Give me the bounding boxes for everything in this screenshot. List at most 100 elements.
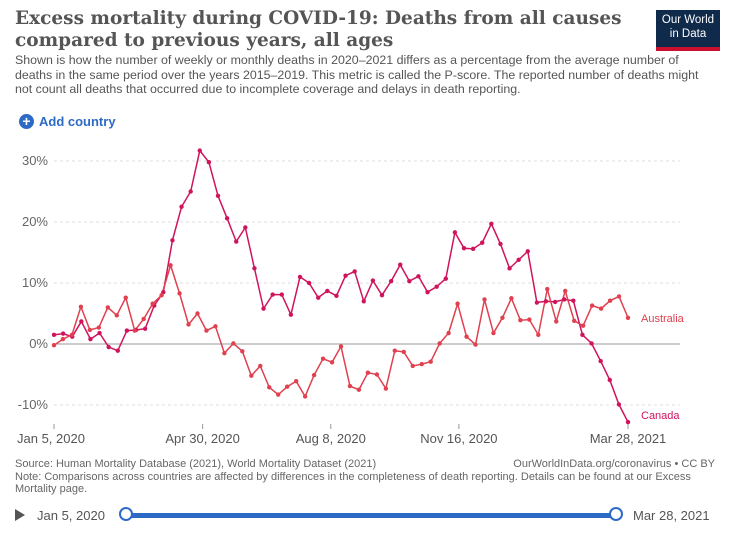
data-point-canada [461,246,467,251]
data-point-australia [284,384,290,389]
data-point-canada [598,358,603,364]
data-point-australia [437,341,442,346]
x-tick-label: Apr 30, 2020 [165,431,239,446]
logo-line-2: in Data [669,28,707,40]
x-tick-label: Jan 5, 2020 [17,431,85,446]
data-point-australia [482,297,487,302]
x-tick-label: Aug 8, 2020 [296,431,366,446]
data-point-australia [51,343,57,348]
data-point-australia [527,317,532,322]
data-point-canada [197,148,202,153]
data-point-canada [97,330,102,336]
data-point-australia [410,363,415,369]
data-point-australia [302,394,308,399]
data-point-canada [79,319,84,324]
data-point-canada [343,273,348,278]
data-point-canada [215,193,221,198]
data-point-canada [580,332,585,338]
data-point-canada [489,221,494,227]
data-point-australia [168,263,173,268]
data-point-canada [316,295,321,300]
data-point-canada [306,280,312,286]
data-point-canada [88,336,93,342]
data-point-canada [416,274,421,279]
timeline-end-handle[interactable] [609,507,623,521]
data-point-canada [543,299,549,304]
data-point-australia [598,306,604,311]
data-point-australia [616,294,622,299]
data-point-australia [554,319,559,324]
data-point-canada [352,269,357,274]
data-point-canada [452,230,458,235]
data-point-australia [132,328,137,333]
data-point-canada [470,246,476,252]
data-point-australia [509,296,514,301]
data-point-canada [507,266,512,271]
data-point-australia [419,361,424,367]
data-point-canada [589,341,594,346]
data-point-australia [464,334,469,339]
data-point-australia [123,295,128,300]
timeline-slider[interactable]: Jan 5, 2020 Mar 28, 2021 [0,500,733,533]
data-point-canada [288,312,294,317]
data-point-australia [428,359,433,364]
data-point-australia [491,330,496,336]
data-point-canada [279,292,284,297]
data-point-australia [365,370,371,375]
data-point-australia [589,303,595,308]
data-point-canada [571,298,576,303]
chart-subtitle: Shown is how the number of weekly or mon… [15,53,699,96]
data-point-canada [516,257,521,263]
timeline-track[interactable] [126,513,616,518]
data-point-australia [213,324,218,329]
data-point-australia [114,313,119,318]
series-labels: Canada Australia [641,313,685,422]
data-point-canada [625,419,631,425]
data-point-australia [563,288,568,294]
note-text: Note: Comparisons across countries are a… [15,470,691,496]
data-point-australia [607,298,613,303]
site-link[interactable]: OurWorldInData.org/coronavirus • CC BY [513,458,715,470]
data-point-australia [518,318,523,323]
data-point-canada [607,377,612,383]
data-point-canada [206,160,212,165]
data-point-canada [370,278,376,283]
x-tick-labels: Jan 5, 2020 Apr 30, 2020 Aug 8, 2020 Nov 16… [17,424,666,446]
data-point-australia [195,311,200,316]
data-point-canada [234,239,239,244]
data-point-canada [60,331,66,336]
data-point-australia [141,316,146,322]
x-tick-label: Mar 28, 2021 [590,431,667,446]
data-point-australia [96,325,102,330]
data-point-australia [276,392,281,397]
chart-title: Excess mortality during COVID-19: Deaths… [15,8,622,51]
data-point-australia [338,344,344,349]
owid-logo[interactable]: Our World in Data [656,10,720,51]
data-point-australia [60,336,66,342]
add-country-button[interactable]: + Add country [19,114,116,129]
data-point-canada [261,306,266,311]
data-point-canada [224,216,230,221]
data-point-australia [383,386,389,391]
line-chart: -10% 0% 10% 20% 30% Jan 5, 2020 Apr 30, 2020 A… [17,148,685,446]
data-point-australia [240,349,245,354]
timeline-start-handle[interactable] [119,507,133,521]
data-point-canada [270,292,275,297]
play-icon[interactable] [15,509,25,521]
timeline-start-label: Jan 5, 2020 [37,508,105,523]
data-point-canada [425,289,430,295]
data-point-canada [252,266,257,271]
series-lines [53,148,629,423]
data-point-australia [293,379,299,384]
data-point-canada [115,348,120,353]
data-point-australia [356,387,362,392]
data-point-australia [374,372,380,377]
data-point-canada [297,274,303,280]
data-point-australia [347,383,353,389]
data-point-australia [87,327,93,333]
y-tick-labels: -10% 0% 10% 20% 30% [18,153,49,412]
data-point-canada [361,299,366,304]
y-tick-label: 20% [22,214,48,229]
data-point-canada [407,278,412,284]
data-point-australia [536,332,541,338]
